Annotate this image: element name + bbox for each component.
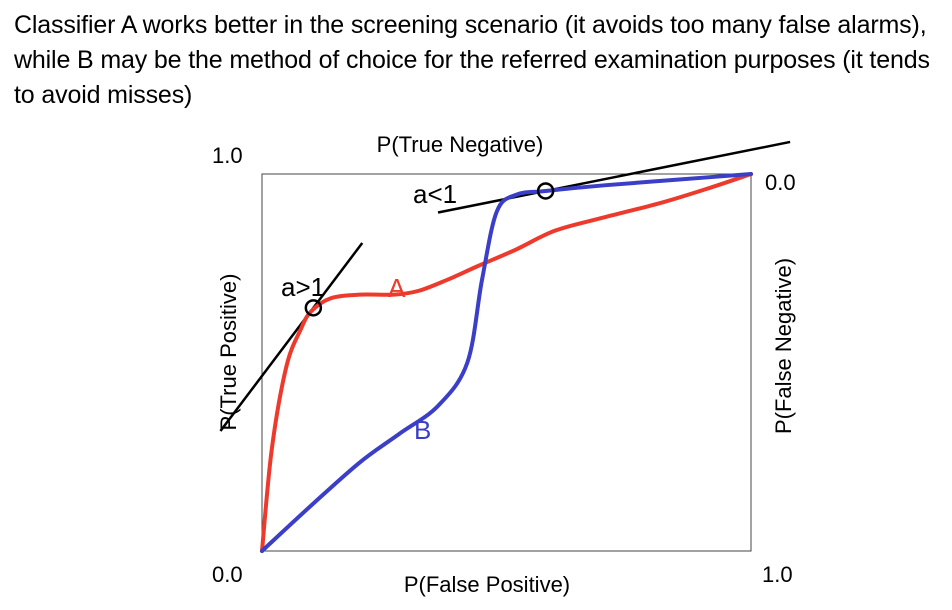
tangent-point-b [536,182,555,200]
annotation-a-less-1: a<1 [413,179,457,209]
roc-curve-a [260,172,753,553]
caption: Classifier A works better in the screeni… [14,11,930,109]
tangent-line-a-greater-1 [219,242,364,432]
tick-label-bottom-left: 0.0 [212,562,243,587]
x-axis-label: P(False Positive) [404,572,570,597]
series-label-a: A [388,273,406,303]
tick-label-bottom-right: 1.0 [762,562,793,587]
tangent-line-a-less-1 [437,140,791,214]
top-axis-label: P(True Negative) [377,132,544,157]
annotation-a-greater-1: a>1 [281,272,325,302]
y-axis-label: P(True Positive) [216,274,241,431]
plot-frame [261,173,752,552]
tangent-point-a [304,299,323,317]
tick-label-right-top: 0.0 [765,170,796,195]
right-axis-label: P(False Negative) [771,258,796,434]
series-label-b: B [414,415,431,445]
roc-curve-b [260,172,753,553]
tick-label-left-top: 1.0 [212,143,243,168]
